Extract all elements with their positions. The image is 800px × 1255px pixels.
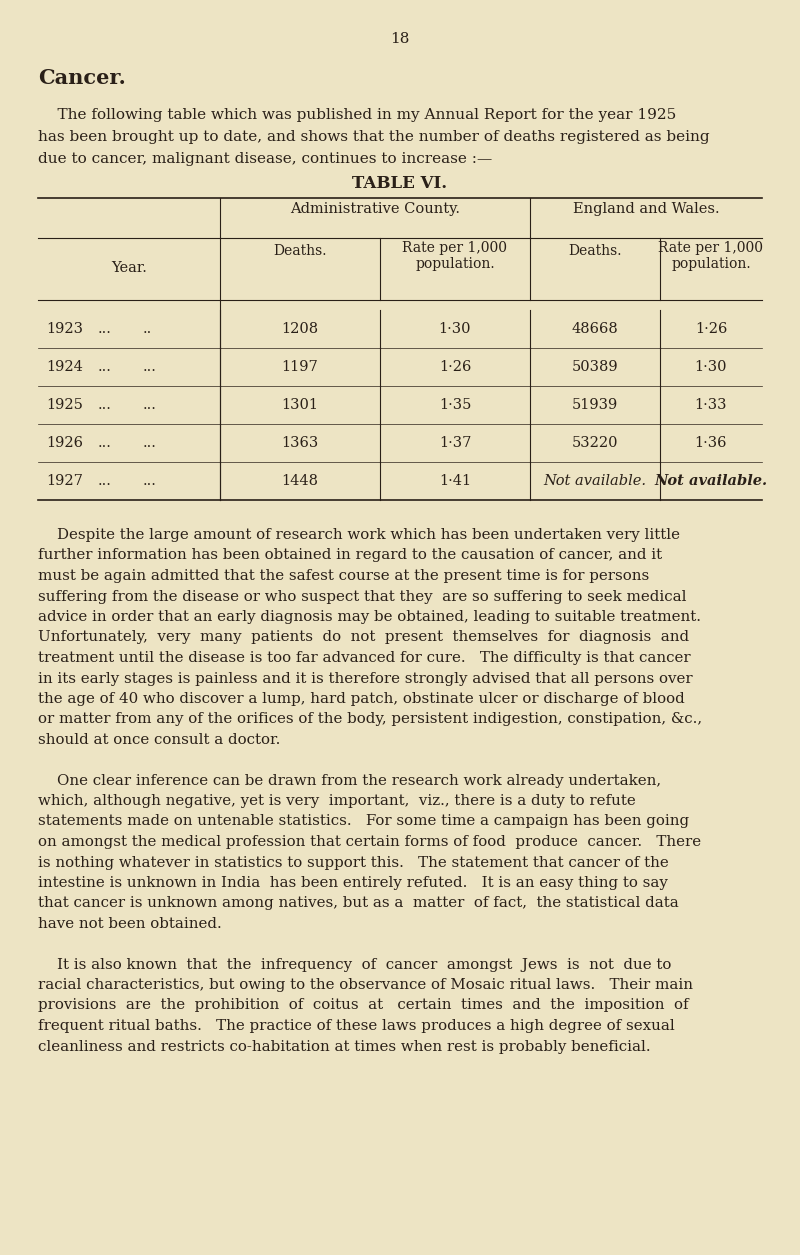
Text: Year.: Year. [111, 261, 147, 275]
Text: racial characteristics, but owing to the observance of Mosaic ritual laws.   The: racial characteristics, but owing to the… [38, 978, 693, 991]
Text: 1·30: 1·30 [438, 323, 471, 336]
Text: 48668: 48668 [572, 323, 618, 336]
Text: 1·33: 1·33 [694, 398, 727, 412]
Text: treatment until the disease is too far advanced for cure.   The difficulty is th: treatment until the disease is too far a… [38, 651, 690, 665]
Text: advice in order that an early diagnosis may be obtained, leading to suitable tre: advice in order that an early diagnosis … [38, 610, 701, 624]
Text: Administrative County.: Administrative County. [290, 202, 460, 216]
Text: TABLE VI.: TABLE VI. [353, 174, 447, 192]
Text: 1·30: 1·30 [694, 360, 727, 374]
Text: 1·26: 1·26 [695, 323, 727, 336]
Text: ...: ... [98, 474, 112, 488]
Text: 1363: 1363 [282, 435, 318, 451]
Text: in its early stages is painless and it is therefore strongly advised that all pe: in its early stages is painless and it i… [38, 671, 693, 685]
Text: suffering from the disease or who suspect that they  are so suffering to seek me: suffering from the disease or who suspec… [38, 590, 686, 604]
Text: ...: ... [143, 360, 157, 374]
Text: on amongst the medical profession that certain forms of food  produce  cancer.  : on amongst the medical profession that c… [38, 835, 701, 848]
Text: 1301: 1301 [282, 398, 318, 412]
Text: 1·35: 1·35 [439, 398, 471, 412]
Text: statements made on untenable statistics.   For some time a campaign has been goi: statements made on untenable statistics.… [38, 814, 689, 828]
Text: 1197: 1197 [282, 360, 318, 374]
Text: 1923: 1923 [46, 323, 83, 336]
Text: One clear inference can be drawn from the research work already undertaken,: One clear inference can be drawn from th… [38, 773, 661, 787]
Text: Unfortunately,  very  many  patients  do  not  present  themselves  for  diagnos: Unfortunately, very many patients do not… [38, 630, 689, 645]
Text: 1·36: 1·36 [694, 435, 727, 451]
Text: ...: ... [98, 435, 112, 451]
Text: Not available.: Not available. [543, 474, 646, 488]
Text: ...: ... [98, 398, 112, 412]
Text: Cancer.: Cancer. [38, 68, 126, 88]
Text: England and Wales.: England and Wales. [573, 202, 719, 216]
Text: 53220: 53220 [572, 435, 618, 451]
Text: Despite the large amount of research work which has been undertaken very little: Despite the large amount of research wor… [38, 528, 680, 542]
Text: frequent ritual baths.   The practice of these laws produces a high degree of se: frequent ritual baths. The practice of t… [38, 1019, 674, 1033]
Text: or matter from any of the orifices of the body, persistent indigestion, constipa: or matter from any of the orifices of th… [38, 713, 702, 727]
Text: 18: 18 [390, 31, 410, 46]
Text: have not been obtained.: have not been obtained. [38, 917, 222, 931]
Text: 1·41: 1·41 [439, 474, 471, 488]
Text: ...: ... [143, 474, 157, 488]
Text: The following table which was published in my Annual Report for the year 1925: The following table which was published … [38, 108, 676, 122]
Text: ...: ... [98, 323, 112, 336]
Text: further information has been obtained in regard to the causation of cancer, and : further information has been obtained in… [38, 548, 662, 562]
Text: 1924: 1924 [46, 360, 83, 374]
Text: Not available.: Not available. [654, 474, 767, 488]
Text: 51939: 51939 [572, 398, 618, 412]
Text: provisions  are  the  prohibition  of  coitus  at   certain  times  and  the  im: provisions are the prohibition of coitus… [38, 999, 689, 1013]
Text: ..: .. [143, 323, 152, 336]
Text: 50389: 50389 [572, 360, 618, 374]
Text: Rate per 1,000
population.: Rate per 1,000 population. [402, 241, 507, 271]
Text: intestine is unknown in India  has been entirely refuted.   It is an easy thing : intestine is unknown in India has been e… [38, 876, 668, 890]
Text: the age of 40 who discover a lump, hard patch, obstinate ulcer or discharge of b: the age of 40 who discover a lump, hard … [38, 692, 685, 707]
Text: 1448: 1448 [282, 474, 318, 488]
Text: has been brought up to date, and shows that the number of deaths registered as b: has been brought up to date, and shows t… [38, 131, 710, 144]
Text: that cancer is unknown among natives, but as a  matter  of fact,  the statistica: that cancer is unknown among natives, bu… [38, 896, 678, 910]
Text: must be again admitted that the safest course at the present time is for persons: must be again admitted that the safest c… [38, 569, 650, 584]
Text: should at once consult a doctor.: should at once consult a doctor. [38, 733, 280, 747]
Text: Rate per 1,000
population.: Rate per 1,000 population. [658, 241, 763, 271]
Text: which, although negative, yet is very  important,  viz., there is a duty to refu: which, although negative, yet is very im… [38, 794, 636, 808]
Text: due to cancer, malignant disease, continues to increase :—: due to cancer, malignant disease, contin… [38, 152, 492, 166]
Text: 1208: 1208 [282, 323, 318, 336]
Text: It is also known  that  the  infrequency  of  cancer  amongst  Jews  is  not  du: It is also known that the infrequency of… [38, 958, 671, 971]
Text: 1926: 1926 [46, 435, 83, 451]
Text: cleanliness and restricts co-habitation at times when rest is probably beneficia: cleanliness and restricts co-habitation … [38, 1039, 650, 1053]
Text: ...: ... [98, 360, 112, 374]
Text: 1·26: 1·26 [439, 360, 471, 374]
Text: 1·37: 1·37 [439, 435, 471, 451]
Text: ...: ... [143, 398, 157, 412]
Text: is nothing whatever in statistics to support this.   The statement that cancer o: is nothing whatever in statistics to sup… [38, 856, 669, 870]
Text: Deaths.: Deaths. [568, 243, 622, 259]
Text: ...: ... [143, 435, 157, 451]
Text: 1927: 1927 [46, 474, 83, 488]
Text: Deaths.: Deaths. [274, 243, 326, 259]
Text: 1925: 1925 [46, 398, 83, 412]
